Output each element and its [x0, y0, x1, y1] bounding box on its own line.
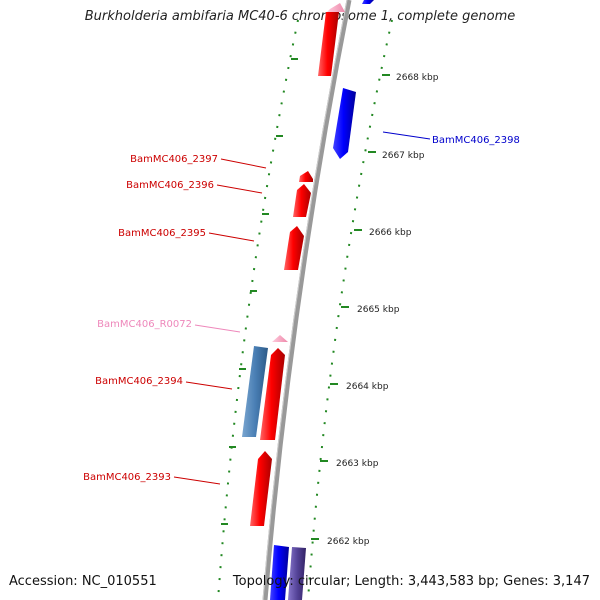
gene-top-blue [362, 0, 374, 4]
gene-label-text: BamMC406_2398 [432, 135, 520, 146]
tick-label: 2664 kbp [346, 382, 389, 392]
gene-label-2395: BamMC406_2395 [118, 228, 255, 242]
gene-label-text: BamMC406_2393 [83, 472, 171, 483]
gene-2394 [260, 348, 285, 440]
gene-label-2393: BamMC406_2393 [83, 472, 221, 485]
gene-label-2394: BamMC406_2394 [95, 376, 233, 390]
topology-text: Topology: circular; Length: 3,443,583 bp… [232, 574, 590, 589]
left-dotted-ring [217, 19, 299, 600]
gene-2396 [293, 184, 311, 217]
gene-label-text: BamMC406_2394 [95, 376, 183, 387]
gene-2397 [299, 171, 313, 182]
gene-bottom-purple [288, 547, 306, 600]
gene-bottom-blue [270, 545, 289, 600]
gene-label-text: BamMC406_R0072 [97, 319, 192, 330]
tick-label: 2663 kbp [336, 459, 379, 469]
accession-text: Accession: NC_010551 [9, 574, 157, 589]
gene-2394-blue [242, 346, 268, 437]
tick-label: 2665 kbp [357, 305, 400, 315]
gene-label-text: BamMC406_2395 [118, 228, 206, 239]
tick-2666: 2666 kbp [354, 228, 412, 238]
gene-label-text: BamMC406_2396 [126, 180, 214, 191]
gene-label-r0072: BamMC406_R0072 [97, 319, 241, 333]
gene-label-2396: BamMC406_2396 [126, 180, 263, 194]
tick-label: 2668 kbp [396, 73, 439, 83]
gene-r0072 [272, 335, 288, 342]
backbone [262, 0, 352, 600]
map-title: Burkholderia ambifaria MC40-6 chromosome… [84, 9, 516, 24]
gene-label-text: BamMC406_2397 [130, 154, 218, 165]
gene-2393 [250, 451, 272, 526]
tick-label: 2662 kbp [327, 537, 370, 547]
tick-2664: 2664 kbp [330, 382, 389, 392]
tick-2662: 2662 kbp [311, 537, 370, 547]
tick-label: 2666 kbp [369, 228, 412, 238]
gene-2398 [333, 88, 356, 159]
tick-2668: 2668 kbp [382, 73, 439, 83]
backbone-highlight [262, 0, 348, 600]
gene-label-2398: BamMC406_2398 [382, 131, 520, 146]
tick-2667: 2667 kbp [368, 151, 425, 161]
gene-top-red [318, 12, 339, 76]
gene-top-pink-arrow [327, 3, 345, 12]
tick-label: 2667 kbp [382, 151, 425, 161]
gene-label-2397: BamMC406_2397 [130, 154, 267, 169]
right-dotted-ring [307, 19, 393, 600]
tick-2663: 2663 kbp [320, 459, 379, 469]
tick-2665: 2665 kbp [341, 305, 400, 315]
gene-2395 [284, 226, 304, 270]
